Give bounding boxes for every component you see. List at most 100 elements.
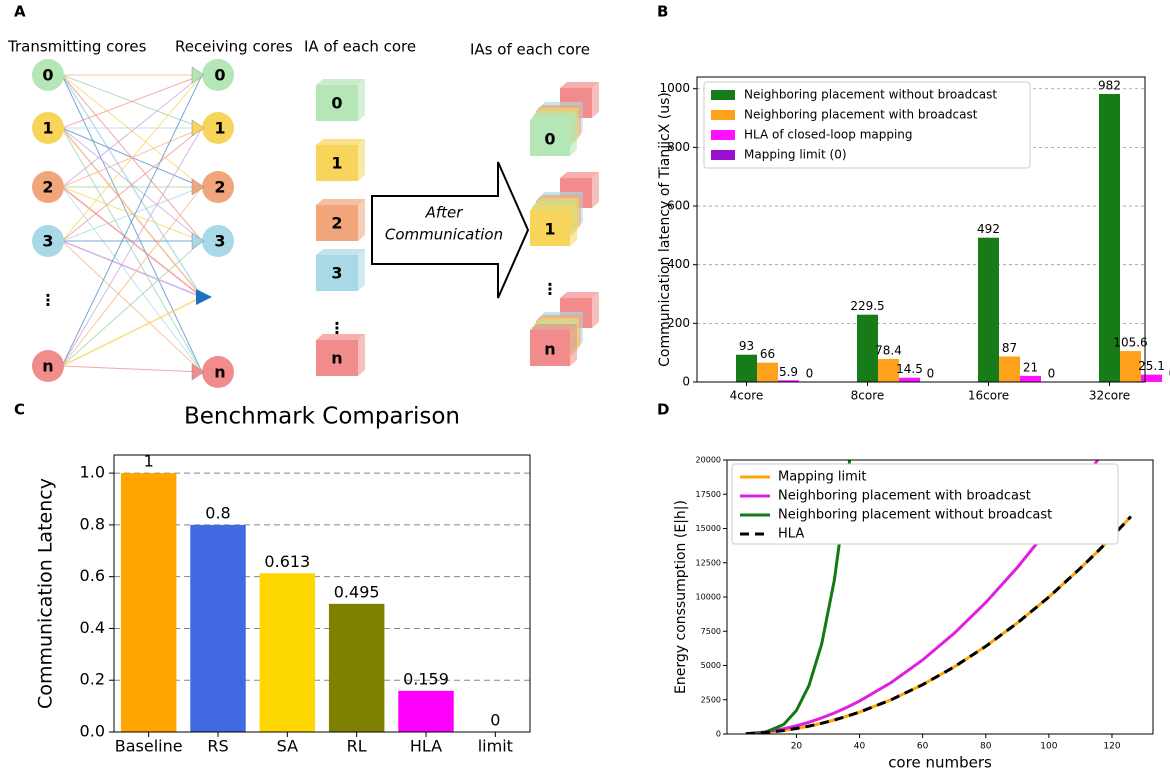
bar <box>120 473 177 732</box>
value-label: 66 <box>760 347 775 361</box>
stack-back-top <box>560 292 599 298</box>
value-label: 0.159 <box>403 669 449 688</box>
ia-block <box>316 205 358 241</box>
stack-label: n <box>544 340 555 359</box>
value-label: 21 <box>1023 360 1038 374</box>
y-tick-label: 5000 <box>701 661 721 670</box>
x-tick-label: 80 <box>980 742 992 752</box>
column-label: IAs of each core <box>470 41 590 59</box>
value-label: 105.6 <box>1113 336 1147 350</box>
connection <box>61 127 203 367</box>
connection <box>61 186 203 298</box>
value-label: 87 <box>1002 341 1017 355</box>
value-label: 0.8 <box>205 503 230 522</box>
block-label: 0 <box>331 94 342 113</box>
stack-back-side <box>592 292 599 328</box>
arrowhead <box>191 232 205 250</box>
value-label: 1 <box>144 452 154 471</box>
line-series <box>745 515 1132 734</box>
core-node <box>32 225 64 257</box>
x-tick-label: RL <box>347 737 367 756</box>
ia-block <box>316 145 358 181</box>
y-tick-label: 1000 <box>659 81 690 95</box>
core-node <box>32 350 64 382</box>
x-tick-label: 60 <box>917 742 929 752</box>
node-label: ⋮ <box>40 291 56 310</box>
bar <box>857 314 878 382</box>
node-label: 2 <box>42 178 53 197</box>
value-label: 0 <box>927 367 935 381</box>
ia-block-side <box>358 199 365 241</box>
y-axis-label: Communication Latency <box>35 478 57 709</box>
plot-frame <box>113 454 531 733</box>
value-label: 93 <box>739 339 754 353</box>
ia-block-side <box>358 249 365 291</box>
stack-front-top <box>530 114 577 120</box>
stack-front <box>530 210 570 246</box>
legend-label: HLA <box>778 527 804 542</box>
legend-label: HLA of closed-loop mapping <box>744 128 913 142</box>
stack-front-side <box>570 204 577 246</box>
bar <box>190 524 246 732</box>
ia-block-top <box>316 249 365 255</box>
stack-label: ⋮ <box>542 280 558 299</box>
core-node <box>32 112 64 144</box>
x-tick-label: 100 <box>1040 742 1057 752</box>
bar <box>978 237 999 382</box>
y-tick-label: 12500 <box>696 558 721 567</box>
connection <box>61 240 203 367</box>
block-label: n <box>331 349 342 368</box>
y-tick-label: 0.6 <box>80 566 105 585</box>
ia-block <box>316 255 358 291</box>
y-tick-label: 15000 <box>696 524 721 533</box>
legend-swatch <box>711 110 735 120</box>
block-label: 3 <box>331 264 342 283</box>
line-series <box>745 460 852 734</box>
y-axis-label: Energy conssumption (E|h|) <box>673 500 689 694</box>
core-node <box>202 112 234 144</box>
y-tick-label: 10000 <box>696 593 721 602</box>
legend-label: Neighboring placement without broadcast <box>744 88 997 102</box>
panel-letter: D <box>657 401 669 419</box>
connection <box>61 74 203 129</box>
y-tick-label: 200 <box>667 316 690 330</box>
y-tick-label: 2500 <box>701 695 721 704</box>
plot-area <box>745 460 1132 734</box>
stack-label: 0 <box>544 130 555 149</box>
legend-swatch <box>711 130 735 140</box>
legend-swatch <box>711 150 735 160</box>
connection <box>61 127 203 242</box>
block-label: 1 <box>331 154 342 173</box>
connection <box>61 365 203 373</box>
stack-back-top <box>560 172 599 178</box>
stack-back-top <box>560 82 599 88</box>
x-tick-label: SA <box>277 737 298 756</box>
panel-letter: B <box>657 3 668 21</box>
stack-front-top <box>530 324 577 330</box>
node-label: 0 <box>214 66 225 85</box>
stack-front-top <box>530 204 577 210</box>
line-series <box>745 460 1100 734</box>
bar <box>328 603 385 732</box>
legend-box <box>703 81 1031 169</box>
bar <box>1020 375 1041 382</box>
ia-block-top <box>316 139 365 145</box>
x-tick-label: 8core <box>851 389 885 403</box>
core-node <box>32 59 64 91</box>
ia-block-top <box>316 199 365 205</box>
arrow-label: After <box>425 204 464 222</box>
core-node <box>32 171 64 203</box>
y-tick-label: 0.2 <box>80 670 105 689</box>
ia-block-top <box>316 79 365 85</box>
value-label: 25.1 <box>1138 359 1165 373</box>
connection <box>61 74 203 367</box>
bar <box>736 354 757 382</box>
x-tick-label: 16core <box>968 389 1009 403</box>
y-tick-label: 0.0 <box>80 722 105 741</box>
legend-label: Mapping limit <box>778 470 867 485</box>
line-series <box>745 515 1132 734</box>
connection <box>61 74 203 298</box>
value-label: 0.495 <box>334 582 380 601</box>
legend-label: Neighboring placement with broadcast <box>744 108 978 122</box>
value-label: 0.613 <box>264 552 310 571</box>
